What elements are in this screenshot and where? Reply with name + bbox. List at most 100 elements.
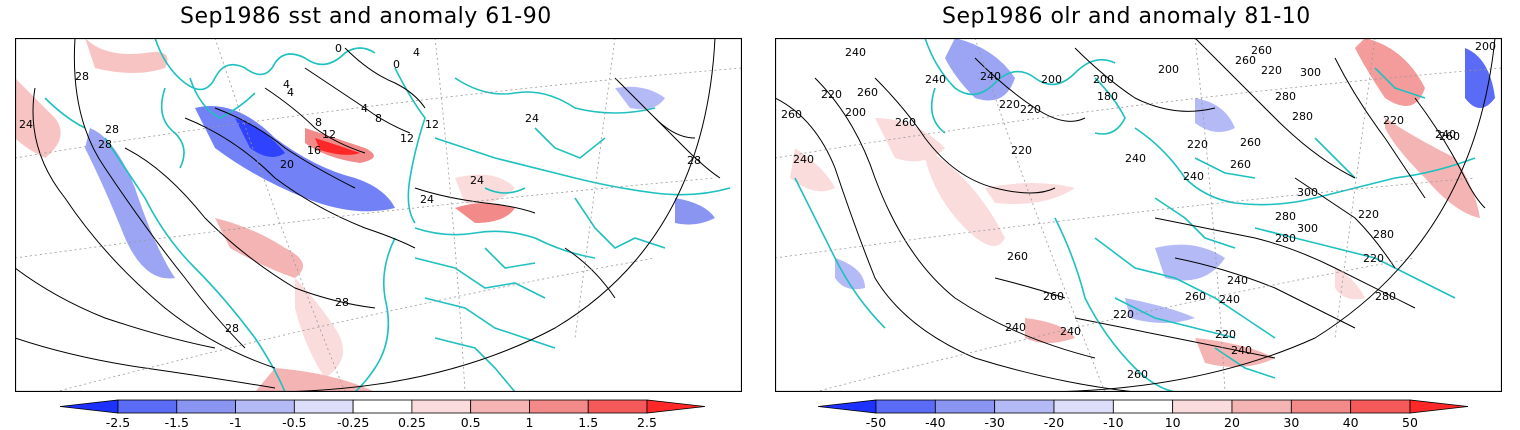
contour-label: 240 [925, 73, 946, 86]
contour-label: 280 [1275, 232, 1296, 245]
contour-label: 280 [1275, 90, 1296, 103]
contour-label: 220 [821, 88, 842, 101]
sst-colorbar-box [235, 399, 295, 414]
contour-label: 220 [1011, 144, 1032, 157]
sst-colorbar-box [117, 399, 178, 414]
contour-label: 20 [280, 158, 294, 171]
contour-label: 220 [1261, 64, 1282, 77]
map-outer-region [265, 38, 742, 392]
olr-colorbar-box [1172, 399, 1233, 414]
contour-label: 260 [1230, 158, 1251, 171]
olr-colorbar-box [994, 399, 1055, 414]
sst-contour-labels: 28 24 28 28 20 16 12 8 4 0 0 4 8 12 12 4… [19, 42, 701, 335]
contour-label: 28 [335, 296, 349, 309]
olr-colorbar-tick-label: -10 [1103, 415, 1123, 430]
contour-label: 16 [307, 144, 321, 157]
olr-colorbar-box [934, 399, 996, 414]
contour-label: 28 [98, 138, 112, 151]
sst-colorbar-box [470, 399, 530, 414]
contour-label: 200 [1158, 63, 1179, 76]
contour-label: 4 [287, 86, 294, 99]
contour-label: 240 [1005, 321, 1026, 334]
contour-label: 0 [335, 42, 342, 55]
contour-label: 200 [1475, 40, 1496, 53]
olr-colorbar-min-triangle [818, 399, 877, 414]
olr-colorbar-box [1290, 399, 1352, 414]
olr-anomaly-map: 240 260 220 260 200 240 260 240 220 240 … [775, 38, 1502, 392]
contour-label: 260 [857, 86, 878, 99]
graticule [15, 38, 742, 392]
projection-boundary [1034, 38, 1496, 392]
sst-colorbar-tick-label: 0.25 [398, 415, 426, 430]
sst-colorbar-box [352, 399, 413, 414]
sst-colorbar: -2.5 -1.5 -1 -0.5 -0.25 0.25 0.5 1 1.5 2.5 [60, 399, 705, 430]
contour-label: 220 [1358, 208, 1379, 221]
contour-label: 220 [999, 98, 1020, 111]
contour-label: 28 [225, 322, 239, 335]
olr-colorbar-tick-label: -20 [1044, 415, 1064, 430]
contour-label: 0 [393, 58, 400, 71]
contour-label: 240 [793, 153, 814, 166]
contour-label: 280 [1373, 228, 1394, 241]
left-panel-title: Sep1986 sst and anomaly 61-90 [180, 4, 552, 29]
olr-colorbar-tick-label: -30 [984, 415, 1004, 430]
contour-label: 260 [1127, 368, 1148, 381]
contour-label: 200 [1093, 73, 1114, 86]
contour-label: 240 [1227, 274, 1248, 287]
olr-colorbar-box [875, 399, 936, 414]
sst-colorbar-box [411, 399, 472, 414]
olr-colorbar-box [1350, 399, 1411, 414]
contour-label: 220 [1215, 328, 1236, 341]
contour-label: 24 [470, 174, 484, 187]
olr-colorbar-max-triangle [1409, 399, 1468, 414]
contour-label: 24 [420, 193, 434, 206]
sst-colorbar-tick-label: -1 [229, 415, 241, 430]
contour-label: 240 [1435, 128, 1456, 141]
contour-label: 260 [1235, 54, 1256, 67]
olr-contours [775, 38, 1486, 392]
contour-label: 240 [1125, 152, 1146, 165]
contour-label: 260 [1251, 44, 1272, 57]
contour-label: 240 [845, 46, 866, 59]
contour-label: 200 [845, 106, 866, 119]
sst-colorbar-min-triangle [60, 399, 119, 414]
sst-anomaly-map: 28 24 28 28 20 16 12 8 4 0 0 4 8 12 12 4… [15, 38, 742, 392]
sst-colorbar-tick-label: 0.5 [461, 415, 481, 430]
sst-colorbar-tick-label: 1.5 [578, 415, 598, 430]
contour-label: 260 [1185, 290, 1206, 303]
contour-label: 280 [1275, 210, 1296, 223]
contour-label: 28 [105, 123, 119, 136]
sst-colorbar-box [587, 399, 648, 414]
sst-colorbar-box [176, 399, 236, 414]
contour-label: 24 [525, 112, 539, 125]
contour-label: 260 [1439, 130, 1460, 143]
right-panel-title: Sep1986 olr and anomaly 81-10 [942, 4, 1311, 29]
sst-colorbar-tick-label: 2.5 [637, 415, 657, 430]
olr-anomaly-shading [790, 38, 1495, 367]
contour-label: 12 [425, 118, 439, 131]
sst-colorbar-box [529, 399, 589, 414]
sst-colorbar-tick-label: -1.5 [165, 415, 189, 430]
contour-label: 28 [687, 154, 701, 167]
olr-colorbar-tick-label: -40 [925, 415, 945, 430]
contour-label: 240 [1219, 293, 1240, 306]
olr-colorbar-box [1231, 399, 1292, 414]
contour-label: 240 [1183, 170, 1204, 183]
contour-label: 8 [375, 112, 382, 125]
contour-label: 24 [19, 118, 33, 131]
map-frame [15, 38, 742, 392]
graticule [775, 38, 1502, 392]
sst-colorbar-tick-label: -0.25 [337, 415, 369, 430]
contour-label: 4 [413, 46, 420, 59]
olr-colorbar-box [1112, 399, 1174, 414]
olr-colorbar-tick-label: 40 [1343, 415, 1359, 430]
contour-label: 260 [1007, 250, 1028, 263]
sst-colorbar-tick-label: 1 [525, 415, 533, 430]
olr-colorbar-tick-label: 30 [1283, 415, 1299, 430]
contour-label: 220 [1187, 138, 1208, 151]
olr-colorbar: -50 -40 -30 -20 -10 10 20 30 40 50 [818, 399, 1468, 430]
contour-label: 280 [1375, 290, 1396, 303]
contour-label: 220 [1363, 252, 1384, 265]
contour-label: 240 [1231, 344, 1252, 357]
contour-label: 8 [315, 116, 322, 129]
